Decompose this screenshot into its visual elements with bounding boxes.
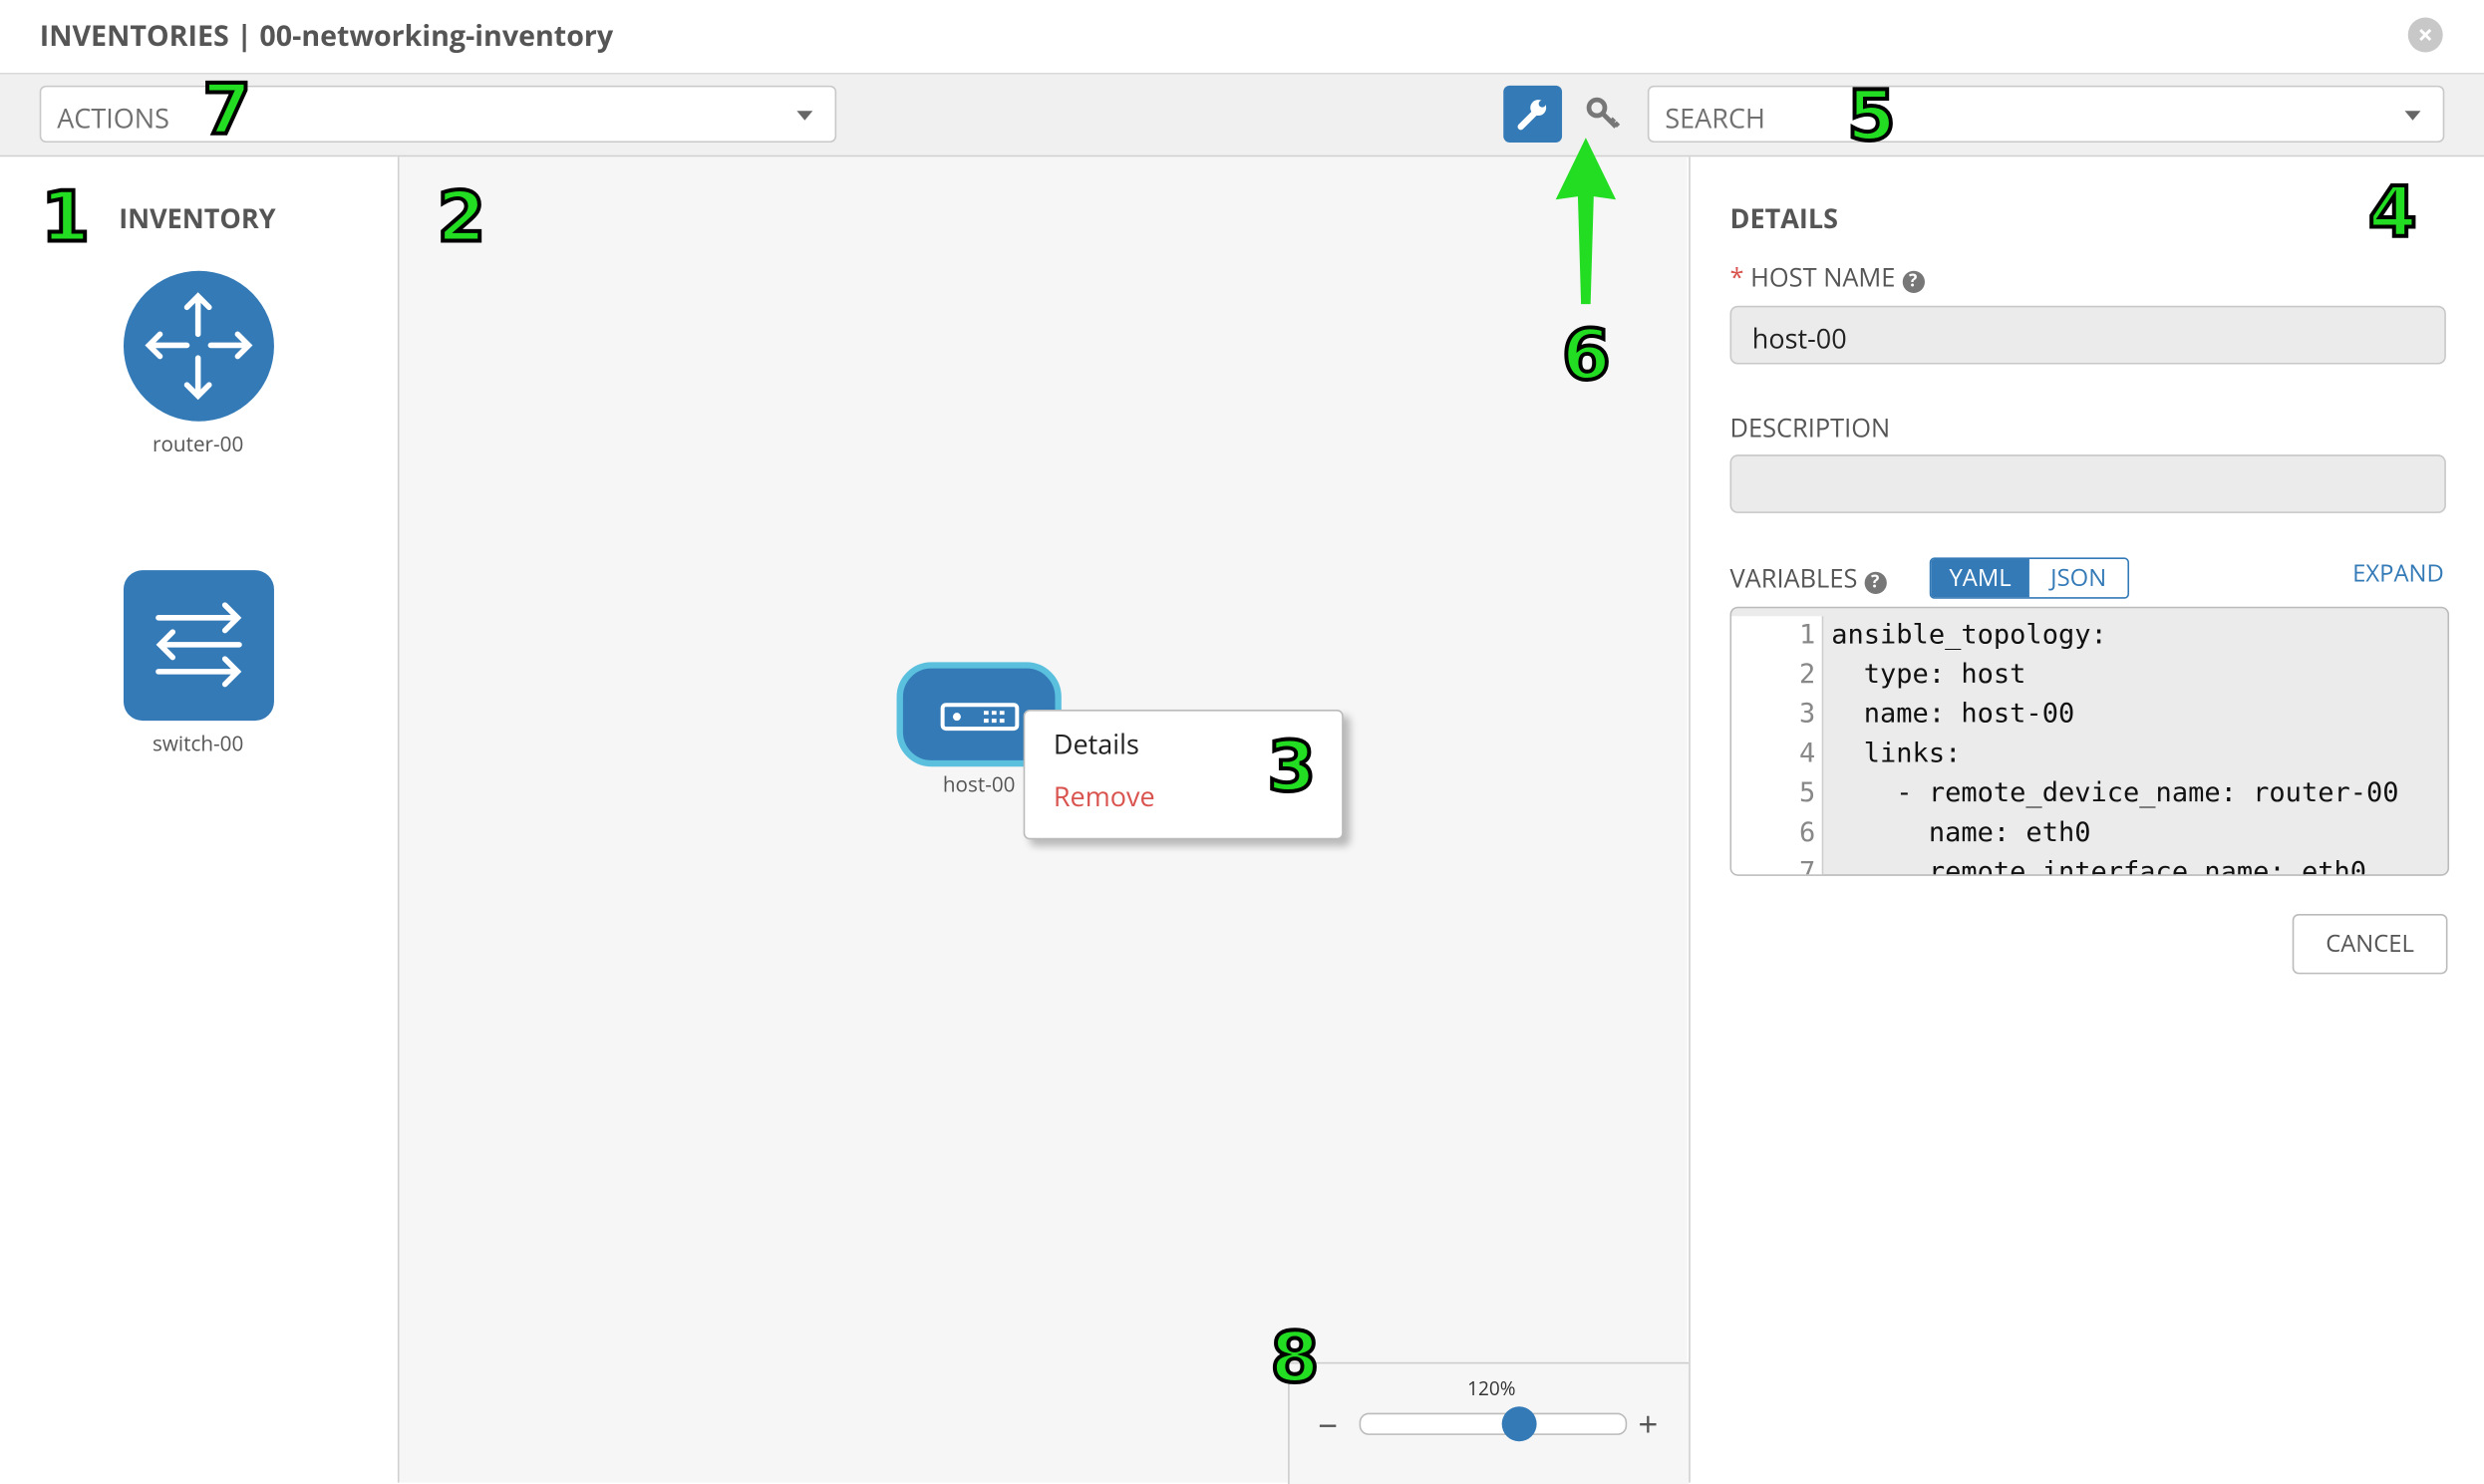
line-number: 1 bbox=[1799, 619, 1816, 652]
line-number: 6 bbox=[1799, 817, 1816, 849]
host-00-label: host-00 bbox=[942, 769, 1016, 799]
actions-label: ACTIONS bbox=[57, 100, 169, 137]
inventory-panel: INVENTORY router-00 switch-00 bbox=[0, 156, 400, 1483]
variables-label-text: VARIABLES bbox=[1729, 560, 1858, 596]
wrench-icon bbox=[1517, 100, 1547, 131]
yaml-toggle[interactable]: YAML bbox=[1931, 559, 2029, 598]
details-title: DETAILS bbox=[1729, 199, 1839, 236]
key-button[interactable] bbox=[1581, 92, 1626, 137]
code-line: ansible_topology: bbox=[1831, 619, 2107, 652]
code-line: name: host-00 bbox=[1831, 698, 2075, 731]
title-bar: INVENTORIES | 00-networking-inventory × bbox=[0, 0, 2484, 75]
variables-editor[interactable]: 1 2 3 4 5 6 7 ansible_topology: type: host nam… bbox=[1729, 606, 2450, 876]
annotation-2: 2 bbox=[436, 177, 488, 259]
zoom-widget: 120% − + bbox=[1288, 1361, 1690, 1484]
zoom-level: 120% bbox=[1467, 1374, 1516, 1402]
wrench-button[interactable] bbox=[1503, 85, 1563, 144]
code-line: links: bbox=[1831, 738, 1962, 770]
description-label: DESCRIPTION bbox=[1729, 410, 1891, 445]
switch-00-label: switch-00 bbox=[153, 729, 244, 757]
search-label: SEARCH bbox=[1665, 100, 1765, 137]
switch-00-item[interactable] bbox=[123, 570, 274, 722]
zoom-out-button[interactable]: − bbox=[1318, 1401, 1339, 1450]
line-number: 7 bbox=[1799, 856, 1816, 876]
host-name-input[interactable]: host-00 bbox=[1729, 305, 2446, 365]
annotation-4: 4 bbox=[2366, 172, 2419, 254]
chevron-down-icon bbox=[2404, 111, 2421, 121]
zoom-in-button[interactable]: + bbox=[1638, 1399, 1659, 1448]
line-number: 5 bbox=[1799, 777, 1816, 810]
line-number: 3 bbox=[1799, 698, 1816, 731]
code-line: - remote_device_name: router-00 bbox=[1831, 777, 2399, 810]
code-line: type: host bbox=[1831, 659, 2026, 691]
details-panel: DETAILS * HOST NAME ? host-00 DESCRIPTIO… bbox=[1689, 156, 2484, 1483]
cancel-button[interactable]: CANCEL bbox=[2292, 914, 2448, 975]
inventory-title: INVENTORY bbox=[119, 199, 276, 236]
annotation-6: 6 bbox=[1560, 315, 1613, 397]
key-icon bbox=[1586, 97, 1621, 129]
context-menu: Details Remove bbox=[1023, 710, 1344, 840]
required-mark: * bbox=[1729, 259, 1744, 295]
switch-icon bbox=[155, 602, 242, 688]
json-toggle[interactable]: JSON bbox=[2050, 562, 2107, 594]
router-00-item[interactable] bbox=[123, 270, 274, 422]
expand-link[interactable]: EXPAND bbox=[2352, 557, 2444, 590]
search-dropdown[interactable]: SEARCH bbox=[1647, 85, 2445, 144]
description-input[interactable] bbox=[1729, 454, 2446, 513]
annotation-arrow-icon bbox=[1555, 138, 1617, 305]
close-icon[interactable]: × bbox=[2407, 17, 2443, 53]
zoom-slider[interactable] bbox=[1359, 1412, 1628, 1435]
menu-item-details[interactable]: Details bbox=[1053, 725, 1139, 762]
line-number: 4 bbox=[1799, 738, 1816, 770]
code-line: name: eth0 bbox=[1831, 817, 2091, 849]
zoom-slider-handle[interactable] bbox=[1501, 1406, 1537, 1442]
annotation-8: 8 bbox=[1269, 1318, 1322, 1399]
chevron-down-icon bbox=[796, 111, 813, 121]
code-line: remote_interface_name: eth0 bbox=[1831, 856, 2367, 876]
host-name-label: * HOST NAME ? bbox=[1730, 260, 1925, 295]
router-00-label: router-00 bbox=[153, 429, 244, 458]
menu-item-remove[interactable]: Remove bbox=[1053, 777, 1155, 814]
line-number: 2 bbox=[1799, 659, 1816, 691]
actions-dropdown[interactable]: ACTIONS bbox=[39, 85, 837, 144]
help-icon[interactable]: ? bbox=[1864, 571, 1887, 594]
line-numbers: 1 2 3 4 5 6 7 bbox=[1731, 616, 1824, 876]
annotation-3: 3 bbox=[1265, 727, 1318, 808]
help-icon[interactable]: ? bbox=[1902, 270, 1925, 294]
annotation-5: 5 bbox=[1845, 76, 1898, 157]
page-title: INVENTORIES | 00-networking-inventory bbox=[39, 17, 614, 56]
host-name-label-text: HOST NAME bbox=[1750, 259, 1896, 295]
host-server-icon bbox=[940, 703, 1020, 732]
annotation-7: 7 bbox=[200, 69, 253, 150]
code-content: ansible_topology: type: host name: host-… bbox=[1831, 616, 2399, 876]
annotation-1: 1 bbox=[39, 177, 92, 259]
format-toggle: YAML JSON bbox=[1929, 557, 2130, 599]
variables-label: VARIABLES ? bbox=[1730, 561, 1887, 596]
router-icon bbox=[145, 292, 253, 401]
